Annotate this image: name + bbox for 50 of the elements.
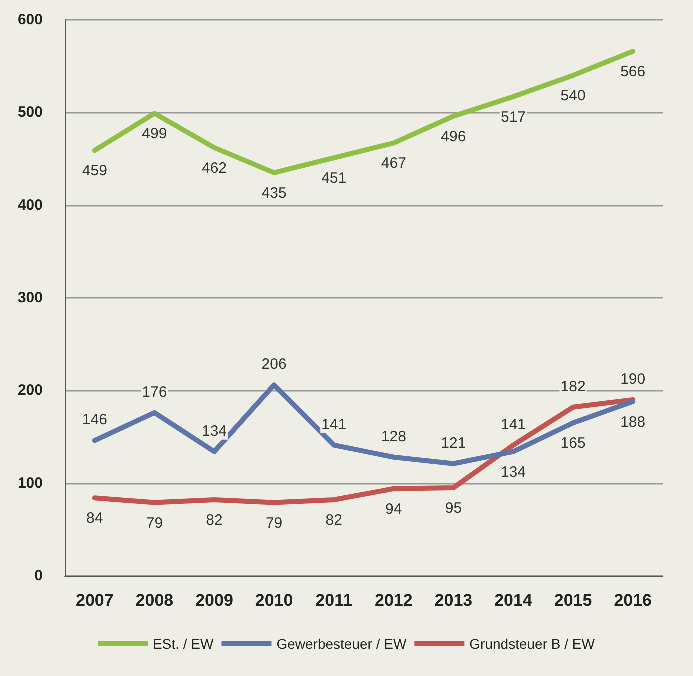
- data-label: 517: [500, 108, 526, 126]
- data-label: 206: [262, 356, 287, 374]
- data-label: 190: [620, 370, 646, 388]
- y-tick-label: 600: [18, 12, 43, 28]
- y-tick-label: 500: [18, 104, 43, 122]
- data-label: 134: [202, 422, 228, 440]
- data-label: 95: [445, 500, 462, 517]
- data-label: 84: [86, 510, 104, 528]
- data-label: 128: [381, 428, 406, 446]
- data-label: 141: [322, 416, 347, 434]
- legend-label: Grundsteuer B / EW: [470, 636, 596, 652]
- x-tick-label: 2009: [196, 591, 234, 610]
- x-tick-label: 2014: [494, 591, 533, 610]
- data-label: 176: [142, 384, 168, 401]
- x-tick-label: 2013: [434, 591, 473, 610]
- x-tick-label: 2011: [316, 591, 353, 610]
- x-tick-label: 2012: [374, 591, 413, 610]
- data-label: 499: [142, 126, 168, 143]
- y-tick-label: 100: [18, 474, 43, 492]
- x-tick-label: 2015: [554, 591, 592, 610]
- x-tick-label: 2007: [76, 591, 114, 610]
- x-tick-label: 2008: [136, 591, 174, 610]
- legend-label: ESt. / EW: [153, 636, 215, 652]
- data-label: 188: [620, 414, 646, 431]
- y-tick-label: 400: [18, 196, 43, 214]
- data-label: 141: [500, 416, 526, 434]
- x-tick-label: 2010: [255, 591, 294, 610]
- data-label: 146: [82, 412, 108, 429]
- data-label: 182: [560, 378, 586, 396]
- y-tick-label: 200: [18, 382, 43, 400]
- data-label: 82: [326, 512, 342, 530]
- data-label: 435: [262, 184, 287, 202]
- y-tick-label: 0: [34, 568, 43, 584]
- y-tick-label: 300: [18, 290, 43, 306]
- data-label: 121: [441, 434, 466, 452]
- data-label: 165: [560, 435, 586, 452]
- data-label: 540: [560, 88, 586, 105]
- data-label: 459: [82, 162, 108, 180]
- data-label: 79: [146, 514, 164, 532]
- data-label: 451: [322, 170, 347, 188]
- data-label: 467: [381, 155, 406, 172]
- data-label: 94: [386, 500, 402, 518]
- data-label: 82: [206, 512, 223, 530]
- data-label: 462: [202, 160, 228, 177]
- data-label: 79: [266, 514, 283, 532]
- x-tick-label: 2016: [614, 591, 652, 610]
- data-label: 566: [620, 64, 646, 81]
- data-label: 134: [500, 464, 526, 481]
- legend-label: Gewerbesteuer / EW: [276, 636, 408, 652]
- data-label: 496: [441, 128, 466, 146]
